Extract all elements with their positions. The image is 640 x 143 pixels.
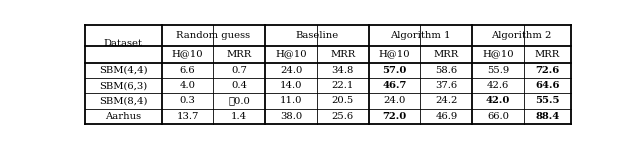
Text: 58.6: 58.6	[435, 66, 458, 75]
Text: Dataset: Dataset	[104, 39, 143, 48]
Text: 46.9: 46.9	[435, 112, 458, 121]
Text: H@10: H@10	[275, 50, 307, 59]
Text: 42.6: 42.6	[487, 81, 509, 90]
Text: 0.4: 0.4	[231, 81, 247, 90]
Text: Algorithm 2: Algorithm 2	[492, 31, 552, 40]
Text: 88.4: 88.4	[536, 112, 559, 121]
Text: 42.0: 42.0	[486, 96, 510, 105]
Text: H@10: H@10	[172, 50, 204, 59]
Text: 20.5: 20.5	[332, 96, 354, 105]
Text: MRR: MRR	[434, 50, 459, 59]
Text: ≲0.0: ≲0.0	[228, 96, 250, 105]
Text: Baseline: Baseline	[295, 31, 339, 40]
Text: 24.0: 24.0	[383, 96, 406, 105]
Text: MRR: MRR	[227, 50, 252, 59]
Text: 1.4: 1.4	[231, 112, 247, 121]
Text: 55.9: 55.9	[487, 66, 509, 75]
Text: H@10: H@10	[483, 50, 514, 59]
Text: MRR: MRR	[330, 50, 355, 59]
Text: SBM(8,4): SBM(8,4)	[99, 96, 147, 105]
Text: 34.8: 34.8	[332, 66, 354, 75]
Text: 46.7: 46.7	[382, 81, 407, 90]
Text: 0.7: 0.7	[231, 66, 247, 75]
Text: 37.6: 37.6	[435, 81, 458, 90]
Text: 24.0: 24.0	[280, 66, 302, 75]
Text: 66.0: 66.0	[487, 112, 509, 121]
Text: SBM(6,3): SBM(6,3)	[99, 81, 147, 90]
Text: 6.6: 6.6	[180, 66, 195, 75]
Text: 0.3: 0.3	[180, 96, 195, 105]
Text: 57.0: 57.0	[382, 66, 407, 75]
Text: 14.0: 14.0	[280, 81, 302, 90]
Text: 11.0: 11.0	[280, 96, 302, 105]
Text: 72.6: 72.6	[536, 66, 559, 75]
Text: 13.7: 13.7	[176, 112, 198, 121]
Text: 55.5: 55.5	[535, 96, 560, 105]
Text: 4.0: 4.0	[179, 81, 195, 90]
Text: H@10: H@10	[379, 50, 410, 59]
Text: 24.2: 24.2	[435, 96, 458, 105]
Text: 64.6: 64.6	[535, 81, 560, 90]
Text: MRR: MRR	[535, 50, 560, 59]
Text: 25.6: 25.6	[332, 112, 354, 121]
Text: SBM(4,4): SBM(4,4)	[99, 66, 148, 75]
Text: Algorithm 1: Algorithm 1	[390, 31, 451, 40]
Text: Aarhus: Aarhus	[105, 112, 141, 121]
Text: 38.0: 38.0	[280, 112, 302, 121]
Text: 72.0: 72.0	[383, 112, 406, 121]
Text: 22.1: 22.1	[332, 81, 354, 90]
Text: Random guess: Random guess	[176, 31, 250, 40]
